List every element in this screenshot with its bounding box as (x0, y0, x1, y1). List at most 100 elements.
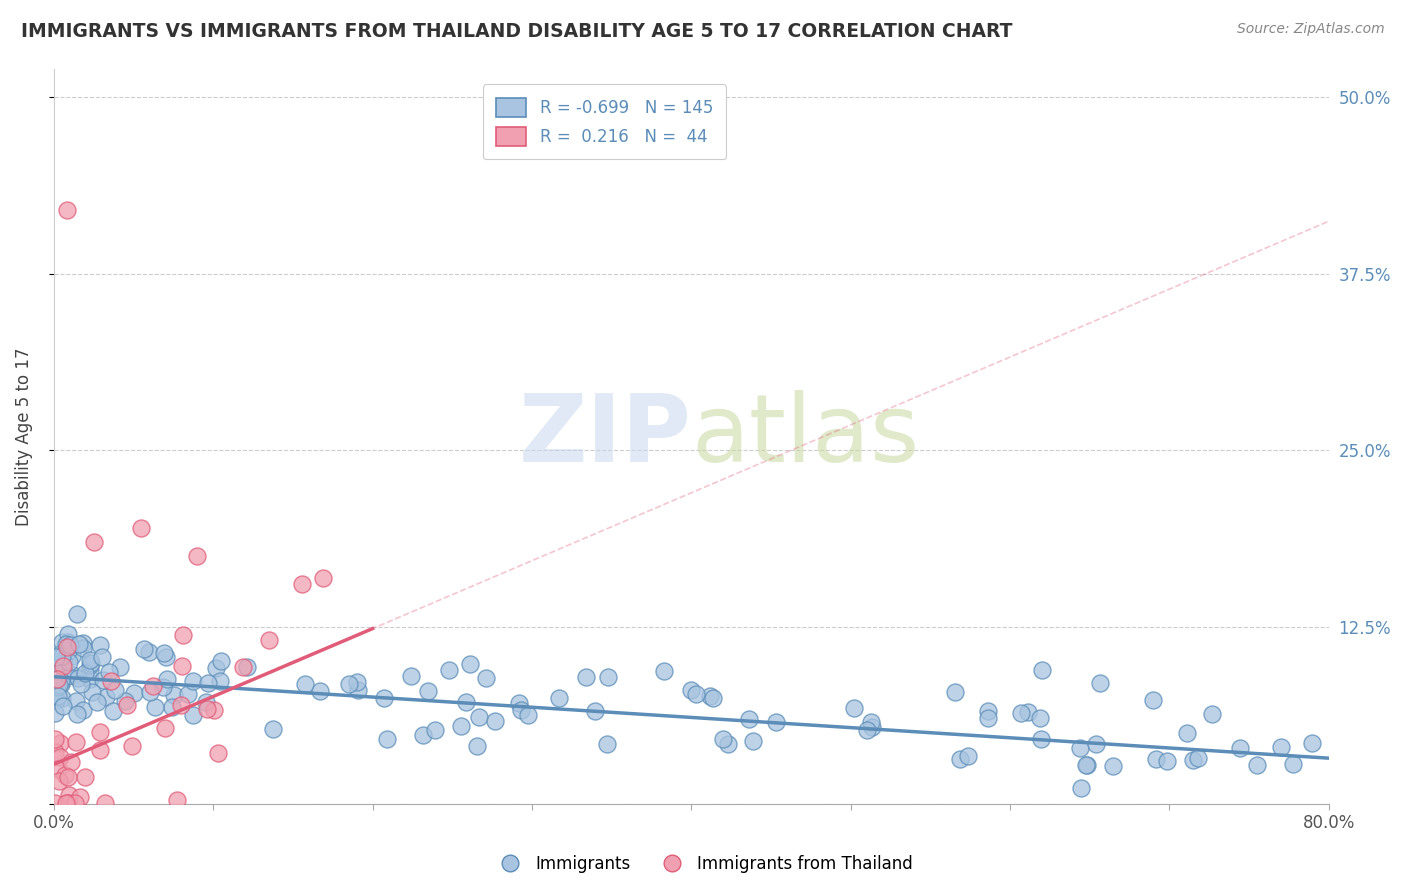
Point (45, 672, 67, 686)
Point (63, 796, 86, 810)
Point (131, 521, 153, 535)
Point (49, 736, 72, 750)
Point (458, 657, 481, 671)
Point (60, 755, 83, 769)
Point (139, 684, 162, 698)
Point (1301, 736, 1323, 750)
Point (79, 672, 101, 686)
Point (375, 731, 398, 746)
Point (1070, 780, 1092, 795)
Point (132, 641, 155, 656)
Point (48, 773, 70, 788)
Point (699, 690, 721, 704)
Point (53, 768, 76, 782)
Point (1246, 757, 1268, 772)
Point (51, 648, 73, 663)
Point (162, 699, 184, 714)
Point (142, 679, 165, 693)
Point (510, 703, 533, 717)
Point (236, 659, 259, 673)
Point (89, 725, 111, 739)
Point (1144, 752, 1167, 766)
Point (153, 721, 176, 735)
Point (172, 628, 194, 642)
Point (52, 654, 75, 668)
Point (114, 694, 136, 708)
Point (44, 745, 66, 759)
Point (262, 722, 284, 736)
Point (1029, 710, 1052, 724)
Point (1270, 739, 1292, 754)
Point (859, 715, 882, 730)
Point (45, 680, 67, 694)
Point (583, 704, 606, 718)
Point (186, 549, 208, 564)
Point (66, 706, 89, 721)
Point (1031, 663, 1053, 677)
Point (58, 644, 80, 658)
Point (65, 693, 87, 707)
Point (197, 676, 219, 690)
Point (548, 691, 571, 706)
Point (508, 696, 530, 710)
Point (1076, 758, 1098, 772)
Point (412, 728, 434, 742)
Point (73, 770, 96, 784)
Y-axis label: Disability Age 5 to 17: Disability Age 5 to 17 (15, 347, 32, 525)
Point (80, 684, 103, 698)
Point (181, 674, 204, 689)
Point (1069, 741, 1091, 756)
Point (56, 640, 79, 655)
Point (103, 705, 125, 719)
Point (943, 685, 966, 699)
Point (575, 670, 598, 684)
Point (60, 648, 83, 663)
Point (209, 674, 232, 689)
Point (844, 701, 866, 715)
Point (52, 650, 75, 665)
Point (1201, 707, 1223, 722)
Point (62, 668, 84, 682)
Point (202, 703, 225, 717)
Point (183, 707, 205, 722)
Point (75, 665, 97, 680)
Point (1010, 706, 1032, 721)
Point (138, 645, 160, 659)
Point (100, 673, 122, 688)
Point (70, 676, 93, 690)
Point (79, 653, 101, 667)
Point (152, 646, 174, 660)
Point (98, 665, 121, 680)
Point (170, 658, 193, 673)
Point (232, 660, 254, 674)
Point (949, 752, 972, 766)
Point (49, 647, 72, 661)
Point (346, 675, 368, 690)
Point (702, 690, 724, 705)
Point (454, 695, 477, 709)
Point (72, 640, 94, 655)
Point (46, 657, 69, 671)
Point (977, 711, 1000, 725)
Point (45, 684, 67, 698)
Point (516, 708, 538, 723)
Point (152, 680, 174, 694)
Point (204, 661, 226, 675)
Point (450, 719, 472, 733)
Point (89, 638, 111, 652)
Text: Source: ZipAtlas.com: Source: ZipAtlas.com (1237, 22, 1385, 37)
Point (72, 703, 94, 717)
Point (1182, 753, 1205, 767)
Point (681, 683, 703, 698)
Point (166, 793, 188, 807)
Point (58, 796, 80, 810)
Point (309, 684, 332, 698)
Point (765, 714, 787, 729)
Point (52, 658, 75, 673)
Point (437, 663, 460, 677)
Point (79, 664, 101, 678)
Point (711, 732, 734, 747)
Point (55, 796, 77, 810)
Point (83, 535, 105, 549)
Point (401, 668, 423, 682)
